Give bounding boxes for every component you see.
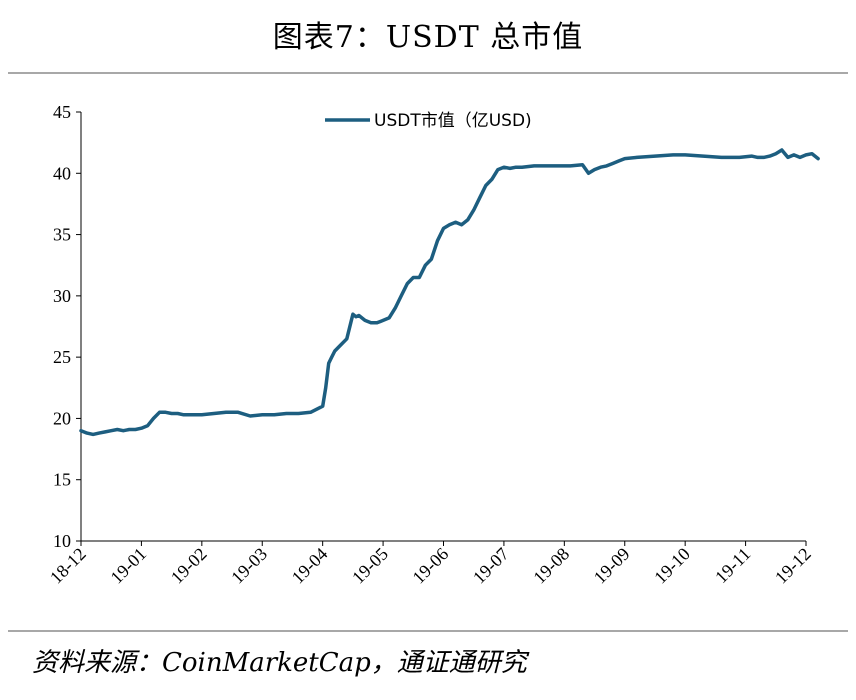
x-tick-label: 19-11 (711, 544, 754, 587)
y-tick-label: 40 (53, 163, 71, 183)
header-divider (8, 72, 848, 74)
y-tick-label: 10 (53, 531, 71, 551)
x-tick-label: 19-12 (771, 544, 815, 588)
y-tick-label: 25 (53, 347, 71, 367)
x-tick-label: 19-05 (348, 544, 392, 588)
series-layer (79, 148, 820, 437)
series-line-usdt (79, 148, 820, 437)
y-tick-label: 30 (53, 286, 71, 306)
x-tick-label: 19-02 (167, 544, 211, 588)
x-axis-ticks: 18-12 19-01 19-02 19-03 19-04 19-05 19-06 19-07… (46, 541, 815, 588)
x-tick-label: 19-08 (529, 544, 573, 588)
source-note: 资料来源：CoinMarketCap，通证通研究 (32, 648, 527, 678)
footer-divider (8, 630, 848, 632)
y-tick-label: 45 (53, 102, 71, 122)
chart-title: 图表7：USDT 总市值 (272, 20, 584, 55)
legend-label: USDT市值（亿USD) (374, 111, 532, 131)
x-tick-label: 19-06 (408, 544, 452, 588)
legend: USDT市值（亿USD) (325, 111, 532, 131)
y-tick-label: 15 (53, 470, 71, 490)
axes (80, 112, 806, 542)
x-tick-label: 19-09 (590, 544, 634, 588)
y-axis-ticks: 10 15 20 25 30 35 40 45 (53, 102, 81, 551)
y-tick-label: 35 (53, 225, 71, 245)
x-tick-label: 19-10 (650, 544, 694, 588)
y-tick-label: 20 (53, 408, 71, 428)
x-tick-label: 19-07 (469, 544, 513, 588)
x-tick-label: 19-04 (288, 544, 332, 588)
x-tick-label: 19-01 (106, 544, 150, 588)
x-tick-label: 19-03 (227, 544, 271, 588)
